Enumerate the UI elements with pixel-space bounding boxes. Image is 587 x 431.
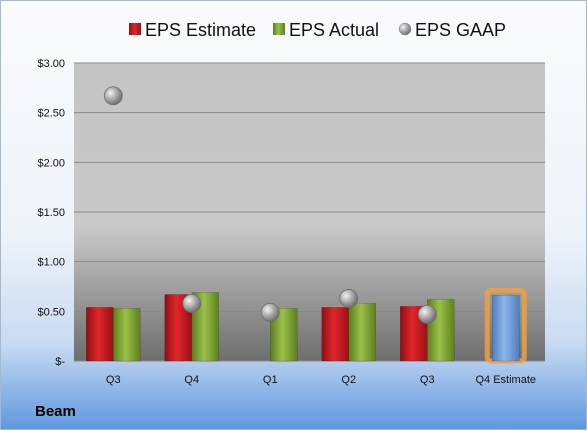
- y-tick-label: $0.50: [37, 306, 65, 318]
- legend-label: EPS Estimate: [145, 20, 256, 40]
- x-tick-label: Q3: [420, 374, 435, 386]
- marker-eps-gaap: [260, 302, 280, 322]
- y-tick-label: $1.50: [37, 207, 65, 219]
- bar-eps-actual: [113, 308, 141, 362]
- x-tick-label: Q1: [263, 374, 278, 386]
- legend-label: EPS Actual: [289, 20, 379, 40]
- x-tick-label: Q4: [184, 374, 199, 386]
- bar-eps-estimate: [321, 307, 349, 362]
- legend-label: EPS GAAP: [415, 20, 506, 40]
- y-tick-label: $3.00: [37, 58, 65, 70]
- marker-eps-gaap: [182, 293, 202, 313]
- y-tick-label: $1.00: [37, 257, 65, 269]
- legend-swatch: [398, 22, 412, 36]
- x-tick-label: Q3: [106, 374, 121, 386]
- y-tick-label: $2.00: [37, 157, 65, 169]
- brand-label: Beam: [35, 403, 76, 420]
- marker-eps-gaap: [417, 304, 437, 324]
- bar-eps-estimate: [86, 307, 114, 362]
- marker-eps-gaap: [339, 289, 359, 308]
- bar-eps-estimate-next: [492, 295, 520, 362]
- y-tick-label: $-: [55, 356, 65, 368]
- legend-swatch: [129, 23, 141, 35]
- bar-eps-actual: [348, 303, 376, 362]
- y-tick-label: $2.50: [37, 108, 65, 120]
- marker-eps-gaap: [103, 86, 123, 106]
- x-tick-label: Q2: [341, 374, 356, 386]
- legend-swatch: [273, 23, 285, 35]
- x-tick-label: Q4 Estimate: [475, 374, 536, 386]
